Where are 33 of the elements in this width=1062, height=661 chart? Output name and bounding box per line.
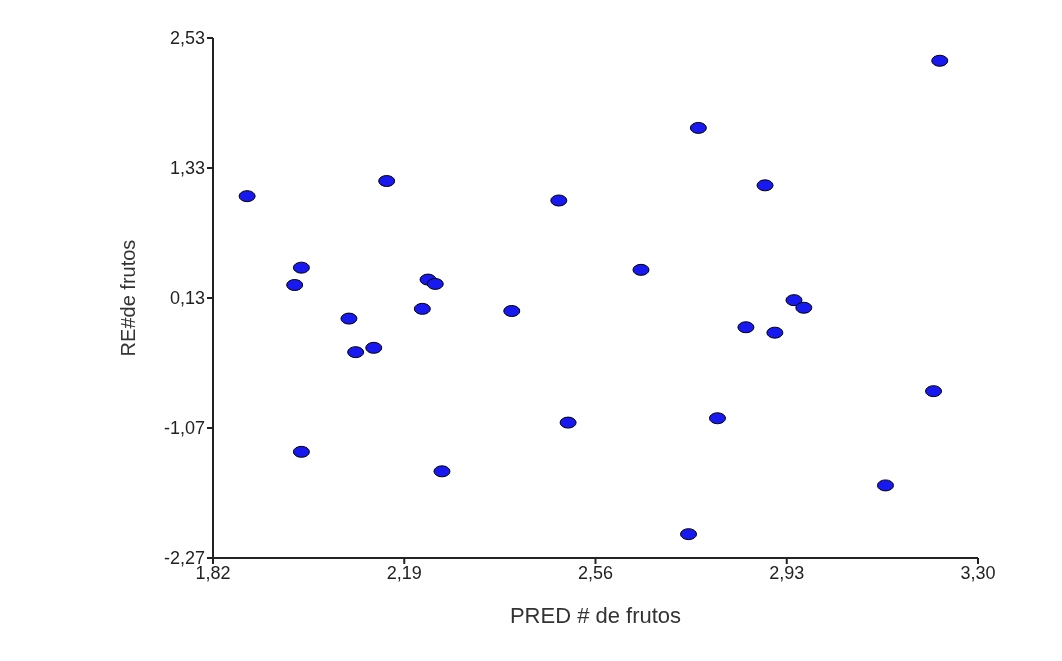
point [433,465,451,478]
x-tick-label: 2,56 [577,562,614,583]
point [756,179,774,192]
x-tick-label: 2,19 [386,562,422,583]
y-tick-label: 2,53 [169,28,205,49]
point [689,121,707,134]
x-tick-label: 3,30 [960,562,996,583]
y-tick-label: -1,07 [163,418,205,439]
point [931,54,949,67]
point [680,528,698,541]
y-axis-title: RE#de frutos [117,239,140,357]
point [365,341,383,354]
point [795,301,813,314]
point [413,302,431,315]
x-tick-label: 2,93 [769,562,805,583]
point [347,346,365,359]
point [737,321,755,334]
x-axis-title: PRED # de frutos [509,603,682,628]
point [238,190,256,203]
point [785,294,803,307]
point [708,412,726,425]
point [550,194,568,207]
point [876,479,894,492]
point [925,385,943,398]
point [632,263,650,276]
point [766,326,784,339]
point [340,312,358,325]
y-tick-label: 1,33 [169,158,205,179]
point [426,277,444,290]
point [292,445,310,458]
point [559,416,577,429]
point [292,261,310,274]
y-tick-label: 0,13 [169,288,205,309]
